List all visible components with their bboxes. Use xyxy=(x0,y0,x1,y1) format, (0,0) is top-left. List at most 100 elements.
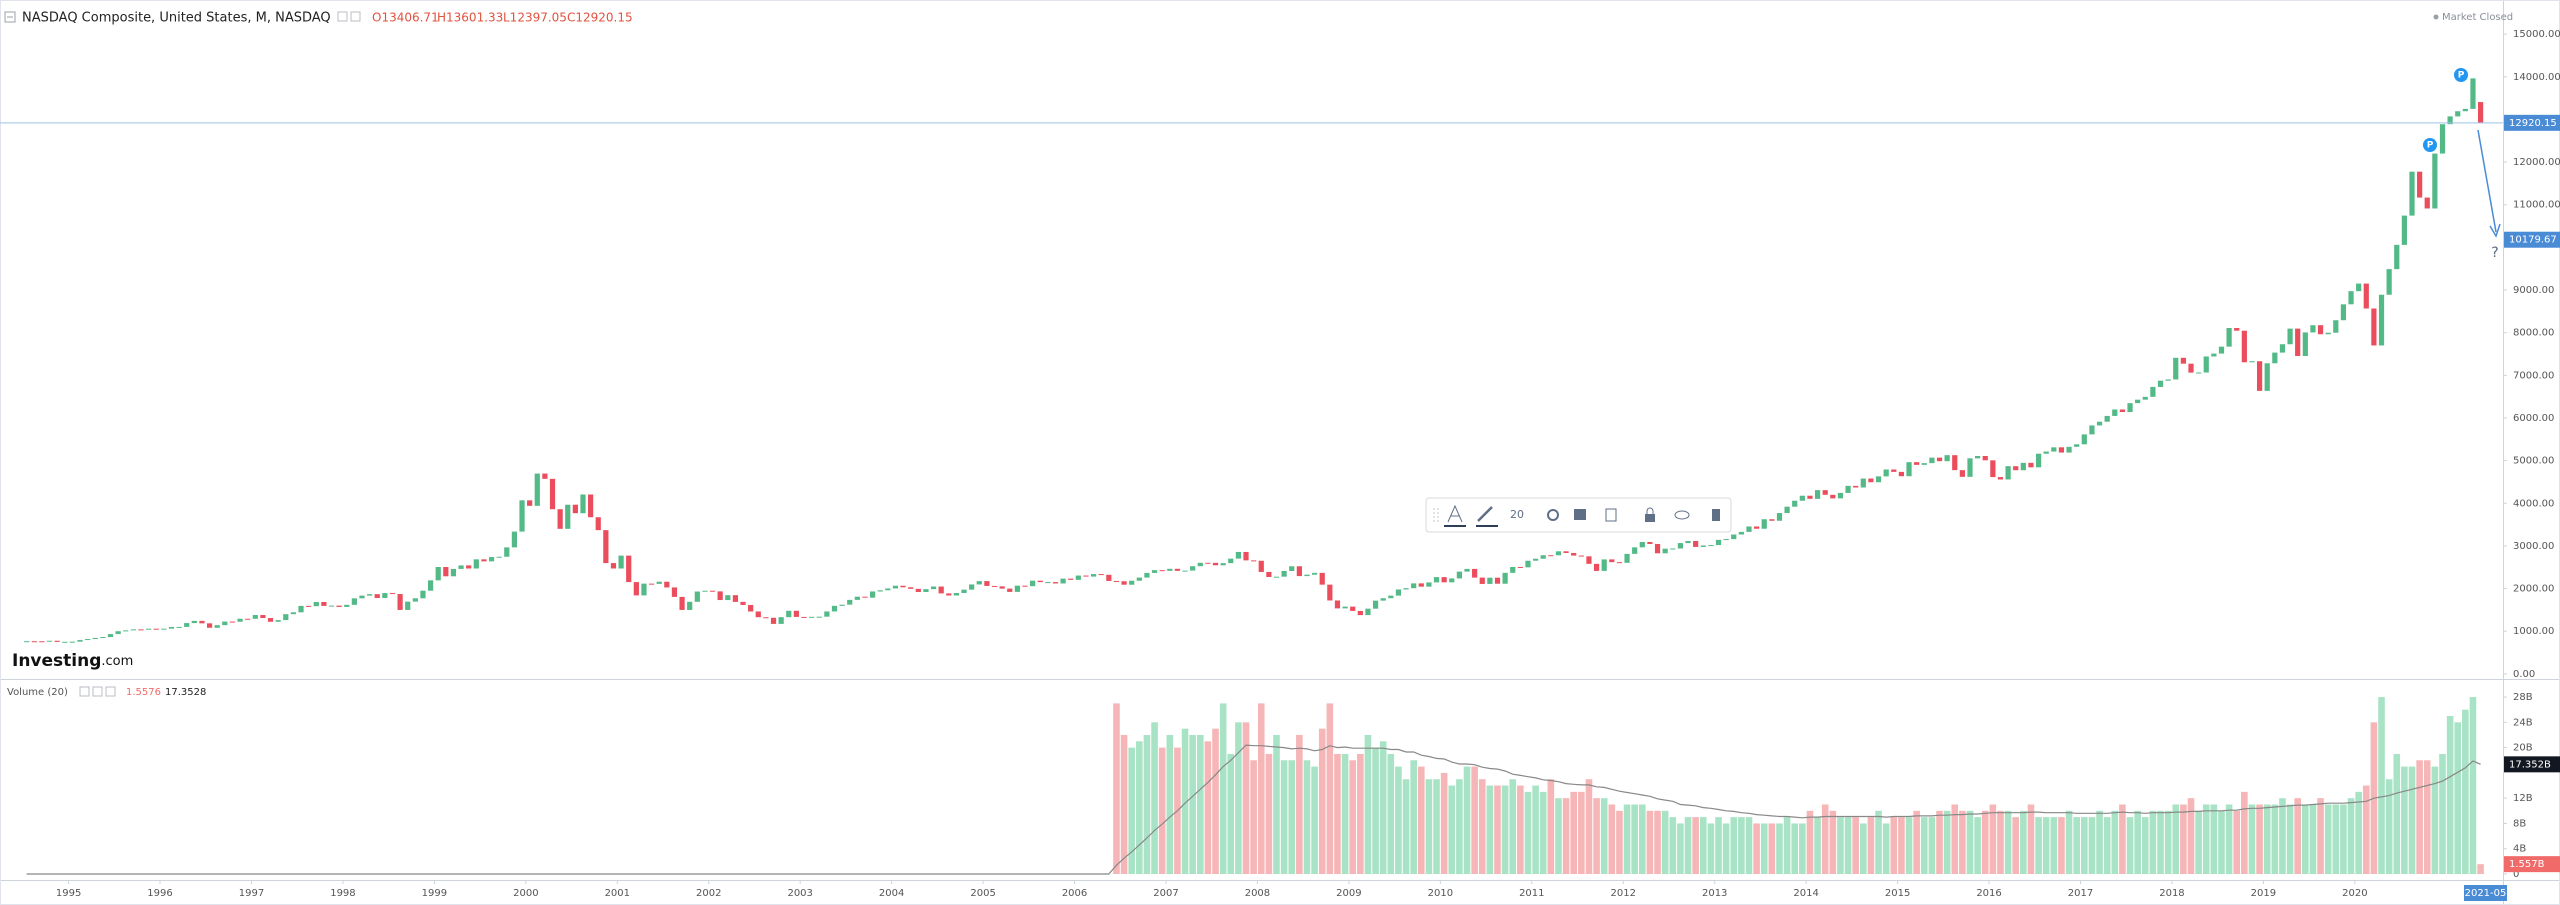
volume-bar xyxy=(1829,810,1837,874)
candle-body xyxy=(1540,555,1546,559)
volume-bar xyxy=(1120,734,1128,874)
candle-body xyxy=(648,583,655,585)
candle-body xyxy=(1235,551,1241,559)
candle-body xyxy=(709,590,716,592)
volume-bar xyxy=(1738,817,1745,874)
candle-body xyxy=(2226,327,2232,347)
status-dot xyxy=(2433,14,2439,20)
volume-bar xyxy=(2096,810,2103,874)
candle-body xyxy=(1822,490,1828,495)
candle-body xyxy=(2058,447,2065,453)
candle-body xyxy=(161,628,167,630)
candle-body xyxy=(1129,580,1135,585)
volume-bar xyxy=(1357,753,1364,874)
pin-label: P xyxy=(2458,71,2465,81)
candle-body xyxy=(2013,466,2019,471)
volume-icon[interactable] xyxy=(105,686,116,697)
candle-body xyxy=(2142,396,2148,400)
candle-body xyxy=(1929,457,1935,464)
candle-body xyxy=(1571,552,1577,556)
lock-shackle xyxy=(1646,507,1654,514)
volume-bar xyxy=(1860,823,1867,874)
volume-bar xyxy=(1410,760,1417,874)
candle-body xyxy=(115,631,121,635)
volume-icon[interactable] xyxy=(92,686,103,697)
volume-bar xyxy=(2210,804,2218,874)
volume-bar xyxy=(2141,817,2149,874)
candle-body xyxy=(831,605,838,612)
volume-bar xyxy=(2408,766,2416,874)
ohlc-open: O13406.71 xyxy=(372,11,439,25)
settings-icon[interactable] xyxy=(337,11,348,22)
cursor-date-box xyxy=(2464,885,2507,901)
volume-bar xyxy=(2126,817,2134,874)
candle-body xyxy=(595,517,601,531)
candle-body xyxy=(1533,558,1539,561)
candle-body xyxy=(1075,575,1081,580)
pin-marker[interactable] xyxy=(2423,138,2437,152)
annotation-text[interactable]: ? xyxy=(2491,245,2498,261)
candle-body xyxy=(809,616,815,618)
candle-body xyxy=(336,605,342,607)
candle-body xyxy=(321,601,327,606)
candle-body xyxy=(328,605,335,607)
candle-body xyxy=(1449,578,1455,583)
volume-bar xyxy=(1288,760,1296,874)
volume-icon[interactable] xyxy=(79,686,90,697)
y-tick-label: 4000.00 xyxy=(2513,498,2554,509)
candle-body xyxy=(92,637,98,640)
visibility-button[interactable] xyxy=(1674,510,1690,520)
collapse-icon[interactable] xyxy=(4,11,16,23)
annotation-arrow[interactable] xyxy=(2477,129,2497,233)
x-tick-label: 2011 xyxy=(1519,888,1544,899)
candle-body xyxy=(1395,589,1402,596)
candle-body xyxy=(2180,357,2186,364)
volume-bar xyxy=(1608,804,1616,874)
settings-button[interactable] xyxy=(1547,509,1559,521)
volume-bar xyxy=(1806,810,1814,874)
candle-body xyxy=(2477,102,2484,123)
volume-bar xyxy=(1509,779,1517,874)
candle-body xyxy=(1563,551,1569,553)
candle-body xyxy=(740,601,746,605)
volume-bar xyxy=(2416,760,2423,874)
candle-body xyxy=(54,640,60,642)
delete-button[interactable] xyxy=(1712,509,1720,521)
candle-body xyxy=(2043,451,2049,454)
candle-body xyxy=(915,588,921,592)
candle-body xyxy=(2112,409,2118,416)
line-color-button[interactable] xyxy=(1477,506,1493,522)
candle-body xyxy=(1586,556,1592,564)
candle-body xyxy=(39,641,45,643)
candle-body xyxy=(1708,545,1714,547)
volume-legend-ma: 17.3528 xyxy=(165,687,206,698)
candle-body xyxy=(2020,462,2026,471)
volume-bar xyxy=(2111,810,2119,874)
candle-body xyxy=(1151,570,1158,573)
candle-body xyxy=(862,596,868,598)
font-size-button[interactable]: 20 xyxy=(1510,508,1524,521)
lock-button[interactable] xyxy=(1645,514,1655,522)
x-tick-label: 1999 xyxy=(422,888,447,899)
candle-body xyxy=(626,555,632,583)
candle-body xyxy=(1327,584,1333,601)
volume-bar xyxy=(2469,697,2477,874)
clone-button[interactable] xyxy=(1605,508,1617,522)
candle-body xyxy=(1799,495,1805,501)
volume-bar xyxy=(2187,798,2195,874)
ohlc-close: C12920.15 xyxy=(567,11,633,25)
candle-body xyxy=(374,594,380,599)
text-color-button[interactable] xyxy=(1447,504,1463,523)
candle-body xyxy=(107,634,114,638)
candle-body xyxy=(1921,463,1927,465)
hide-icon[interactable] xyxy=(350,11,361,22)
candle-body xyxy=(382,593,388,599)
pin-marker[interactable] xyxy=(2454,68,2468,82)
volume-bar xyxy=(2355,791,2362,874)
candle-body xyxy=(313,601,319,607)
volume-title: Volume (20) xyxy=(7,687,68,698)
volume-bar xyxy=(2378,697,2385,874)
chart-title: NASDAQ Composite, United States, M, NASD… xyxy=(22,11,331,26)
volume-bar xyxy=(2347,798,2355,874)
template-button[interactable] xyxy=(1574,509,1586,520)
